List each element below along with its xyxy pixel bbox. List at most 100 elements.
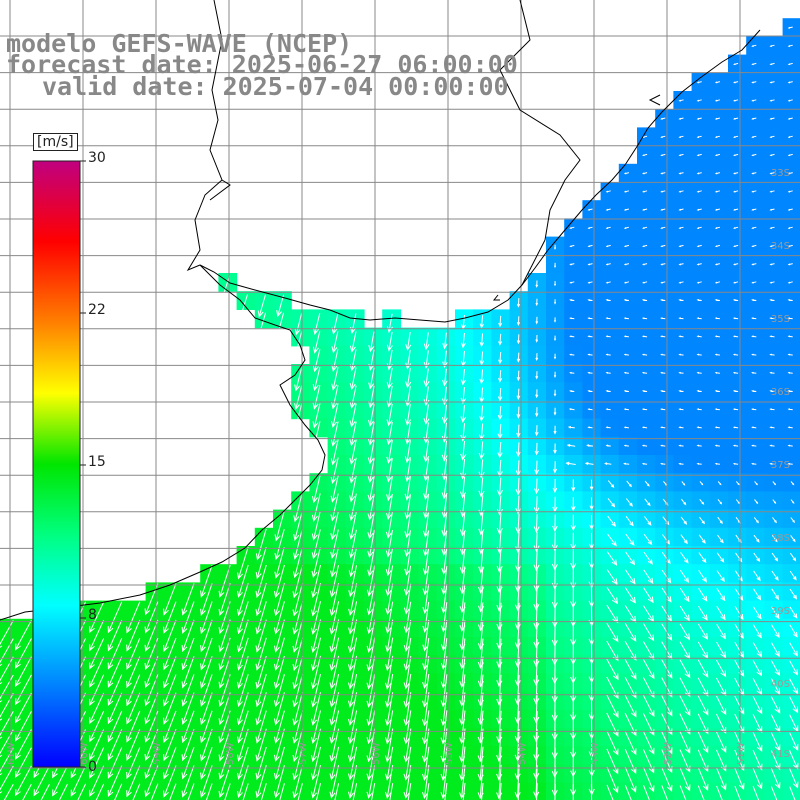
wind-arrow bbox=[255, 674, 267, 708]
wind-arrow bbox=[181, 728, 195, 762]
wind-arrow bbox=[714, 462, 720, 465]
wind-arrow bbox=[89, 692, 105, 725]
wind-arrow bbox=[533, 531, 540, 553]
wind-arrow bbox=[479, 351, 485, 366]
wind-arrow bbox=[516, 424, 521, 438]
wind-arrow bbox=[329, 565, 339, 598]
wind-arrow bbox=[732, 353, 739, 356]
wind-arrow bbox=[460, 369, 467, 386]
wind-arrow bbox=[89, 656, 105, 688]
wind-arrow bbox=[403, 692, 412, 727]
wind-arrow bbox=[716, 767, 727, 791]
wind-arrow bbox=[678, 317, 684, 320]
wind-arrow bbox=[329, 673, 340, 708]
wind-arrow bbox=[515, 478, 522, 496]
wind-arrow bbox=[15, 656, 32, 688]
wind-arrow bbox=[107, 728, 123, 761]
wind-arrow bbox=[605, 390, 611, 393]
wind-arrow bbox=[89, 710, 105, 743]
wind-arrow bbox=[348, 547, 357, 578]
wind-arrow bbox=[292, 765, 303, 799]
wind-arrow bbox=[329, 655, 340, 690]
wind-arrow bbox=[678, 226, 684, 229]
wind-arrow bbox=[311, 511, 321, 541]
wind-arrow bbox=[237, 583, 249, 617]
wind-arrow bbox=[255, 710, 267, 744]
wind-arrow bbox=[679, 659, 691, 679]
wind-arrow bbox=[678, 153, 684, 157]
latitude-label: 39S bbox=[771, 606, 790, 617]
wind-arrow bbox=[403, 655, 412, 690]
wind-arrow bbox=[218, 655, 231, 689]
wind-arrow bbox=[218, 692, 231, 726]
wind-arrow bbox=[163, 656, 177, 689]
wind-arrow bbox=[329, 746, 340, 781]
wind-arrow bbox=[554, 281, 557, 287]
wind-arrow bbox=[422, 548, 430, 576]
wind-arrow bbox=[385, 655, 394, 690]
wind-arrow bbox=[660, 172, 666, 175]
wind-arrow bbox=[367, 457, 375, 484]
wind-arrow bbox=[569, 353, 575, 356]
wind-arrow bbox=[348, 511, 357, 540]
wind-arrow bbox=[386, 457, 393, 483]
wind-arrow bbox=[787, 390, 793, 393]
wind-arrow bbox=[107, 637, 123, 670]
wind-arrow bbox=[714, 190, 721, 193]
wind-arrow bbox=[514, 566, 522, 593]
wind-arrow bbox=[514, 656, 521, 687]
wind-arrow bbox=[422, 637, 430, 671]
wind-arrow bbox=[422, 512, 430, 538]
wind-arrow bbox=[181, 619, 195, 653]
wind-arrow bbox=[385, 512, 393, 539]
wind-arrow bbox=[696, 371, 702, 374]
wind-arrow bbox=[678, 135, 684, 138]
wind-arrow bbox=[385, 637, 394, 672]
wind-arrow bbox=[366, 619, 376, 653]
wind-arrow bbox=[789, 642, 798, 657]
wind-arrow bbox=[460, 405, 467, 423]
wind-arrow bbox=[752, 606, 762, 620]
wind-arrow bbox=[292, 564, 303, 599]
wind-arrow bbox=[422, 619, 430, 652]
wind-arrow bbox=[533, 585, 540, 611]
wind-arrow bbox=[311, 564, 321, 599]
wind-arrow bbox=[751, 444, 757, 447]
wind-arrow bbox=[311, 547, 321, 578]
wind-arrow bbox=[733, 172, 739, 175]
wind-arrow bbox=[660, 444, 666, 447]
wind-arrow bbox=[534, 478, 540, 495]
wind-arrow bbox=[569, 299, 575, 302]
wind-arrow bbox=[218, 601, 231, 635]
wind-arrow bbox=[733, 81, 739, 84]
coastline bbox=[0, 0, 761, 621]
wind-arrow bbox=[714, 99, 721, 102]
wind-arrow bbox=[642, 695, 655, 718]
wind-arrow bbox=[735, 499, 741, 505]
wind-arrow bbox=[535, 280, 539, 288]
wind-arrow bbox=[696, 226, 702, 229]
wind-arrow bbox=[0, 674, 14, 703]
wind-arrow bbox=[386, 475, 393, 502]
wind-arrow bbox=[568, 408, 575, 411]
wind-arrow bbox=[769, 172, 775, 175]
wind-arrow bbox=[661, 785, 669, 800]
wind-arrow bbox=[769, 99, 775, 102]
wind-arrow bbox=[257, 294, 266, 318]
wind-arrow bbox=[274, 674, 285, 708]
wind-arrow bbox=[624, 766, 637, 793]
wind-arrow bbox=[514, 728, 521, 762]
wind-arrow bbox=[751, 135, 757, 138]
wind-arrow bbox=[535, 389, 539, 399]
wind-arrow bbox=[516, 442, 521, 457]
wind-arrow bbox=[514, 674, 521, 706]
wind-arrow bbox=[533, 567, 540, 592]
wind-arrow bbox=[769, 426, 775, 429]
wind-arrow bbox=[589, 479, 594, 491]
wind-arrow bbox=[218, 674, 231, 707]
wind-arrow bbox=[605, 335, 611, 338]
wind-arrow bbox=[733, 153, 739, 157]
wind-arrow bbox=[587, 263, 593, 266]
wind-arrow bbox=[569, 226, 575, 229]
wind-arrow bbox=[255, 655, 267, 689]
